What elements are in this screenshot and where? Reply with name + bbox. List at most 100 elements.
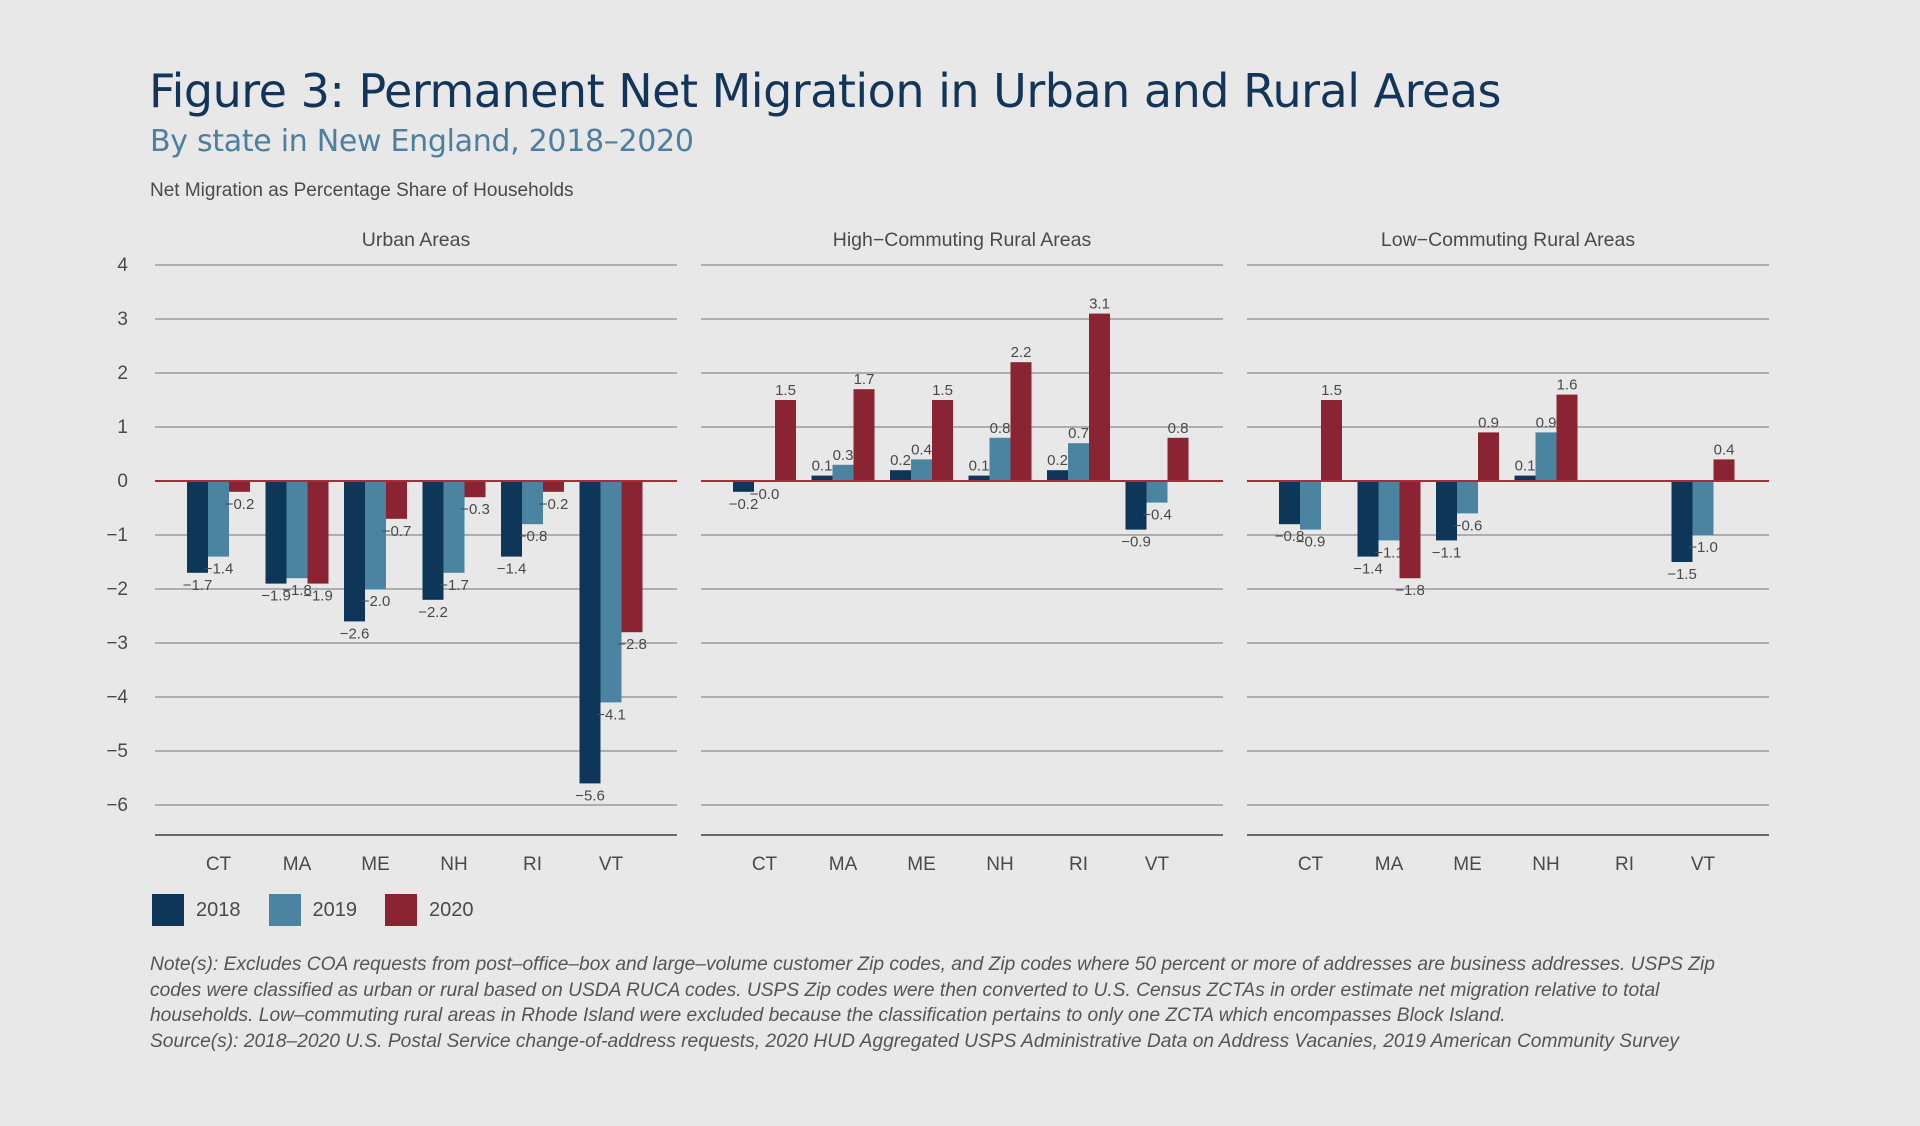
data-label: 0.1 [969, 458, 990, 475]
legend-swatch [152, 894, 184, 926]
bar-2018 [1357, 481, 1379, 557]
data-label: 0.8 [990, 420, 1011, 437]
bar-2018 [890, 470, 911, 481]
x-tick-label: RI [1069, 854, 1088, 875]
bar-2019 [365, 481, 386, 589]
bar-2020 [853, 389, 875, 481]
data-label: 0.3 [833, 447, 854, 464]
data-label: −0.2 [729, 496, 759, 513]
y-tick-label: −2 [106, 579, 128, 600]
bar-2019 [1300, 481, 1321, 530]
y-tick-label: 3 [117, 309, 128, 330]
bar-2020 [1478, 432, 1499, 481]
note-line: households. Low–commuting rural areas in… [150, 1005, 1506, 1027]
data-label: −0.6 [1453, 517, 1483, 534]
note-line: codes were classified as urban or rural … [150, 979, 1660, 1001]
data-label: 0.7 [1068, 425, 1089, 442]
bar-2020 [386, 481, 407, 519]
data-label: −1.1 [1432, 544, 1462, 561]
bar-2018 [422, 481, 444, 600]
bar-2020 [543, 481, 564, 492]
data-label: −0.9 [1296, 534, 1326, 551]
data-label: −2.0 [361, 593, 391, 610]
data-label: −1.8 [1395, 582, 1425, 599]
data-label: −1.8 [282, 582, 312, 599]
data-label: 0.9 [1536, 414, 1557, 431]
panel-title: High−Commuting Rural Areas [833, 229, 1092, 251]
y-tick-label: −3 [106, 633, 128, 654]
bar-2019 [443, 481, 465, 573]
data-label: 0.2 [890, 452, 911, 469]
bar-2020 [1713, 459, 1735, 481]
data-label: −1.9 [303, 588, 333, 605]
data-label: −1.7 [183, 577, 213, 594]
bar-2018 [1436, 481, 1457, 541]
bar-2019 [1146, 481, 1168, 503]
bar-2020 [464, 481, 486, 498]
bar-2019 [989, 437, 1011, 481]
data-label: −0.8 [1275, 528, 1305, 545]
bar-2020 [621, 481, 643, 633]
y-tick-label: 0 [117, 471, 128, 492]
data-label: −1.0 [1688, 539, 1718, 556]
legend-label: 2019 [312, 898, 358, 921]
data-label: −0.2 [225, 496, 255, 513]
legend-item-2019: 2019 [268, 894, 358, 926]
y-tick-label: −6 [106, 795, 128, 816]
data-label: −5.6 [575, 787, 605, 804]
x-tick-label: ME [1453, 854, 1482, 875]
bar-2020 [1010, 362, 1032, 481]
x-tick-label: VT [1691, 854, 1716, 875]
bar-2019 [208, 481, 229, 557]
data-label: −2.2 [418, 604, 448, 621]
bar-2020 [932, 400, 953, 481]
chart-subtitle: By state in New England, 2018–2020 [150, 124, 694, 159]
x-tick-label: NH [1532, 854, 1559, 875]
data-label: −0.2 [539, 496, 569, 513]
bar-2019 [1378, 481, 1400, 541]
data-label: 2.2 [1011, 344, 1032, 361]
bar-2020 [1167, 437, 1189, 481]
data-label: −2.8 [617, 636, 647, 653]
bar-2018 [579, 481, 601, 784]
legend-label: 2018 [196, 898, 241, 921]
chart-title: Figure 3: Permanent Net Migration in Urb… [149, 64, 1501, 118]
data-label: 1.6 [1557, 377, 1578, 394]
y-tick-label: 2 [117, 363, 128, 384]
x-tick-label: MA [283, 854, 312, 875]
bar-2018 [1671, 481, 1693, 562]
bar-2020 [1089, 313, 1110, 481]
data-label: −1.5 [1667, 566, 1697, 583]
bar-2020 [307, 481, 329, 584]
bar-2020 [1321, 400, 1342, 481]
legend-swatch [268, 894, 301, 926]
data-label: −1.7 [439, 577, 469, 594]
bar-2018 [1125, 481, 1147, 530]
bar-2018 [187, 481, 208, 573]
data-label: 0.9 [1478, 414, 1499, 431]
bar-2020 [775, 400, 796, 481]
y-tick-label: −5 [106, 741, 128, 762]
data-label: −0.9 [1121, 534, 1151, 551]
data-label: −0.8 [518, 528, 548, 545]
bar-2019 [600, 481, 622, 703]
x-tick-label: MA [829, 854, 858, 875]
bar-2018 [968, 475, 990, 481]
data-label: 0.8 [1168, 420, 1189, 437]
data-label: 1.5 [775, 382, 796, 399]
x-tick-label: VT [599, 854, 624, 875]
data-label: −2.6 [340, 625, 370, 642]
bar-2020 [1399, 481, 1421, 579]
bar-2019 [1692, 481, 1714, 535]
data-label: −1.9 [261, 588, 291, 605]
legend-label: 2020 [429, 898, 474, 921]
bar-2019 [522, 481, 543, 525]
legend-swatch [385, 894, 417, 926]
data-label: −0.0 [750, 486, 780, 503]
data-label: −0.4 [1142, 507, 1172, 524]
y-tick-label: 4 [117, 255, 128, 276]
data-label: 1.5 [932, 382, 953, 399]
legend-item-2020: 2020 [385, 894, 474, 926]
data-label: −1.4 [204, 561, 234, 578]
source-line: Source(s): 2018–2020 U.S. Postal Service… [150, 1030, 1680, 1052]
